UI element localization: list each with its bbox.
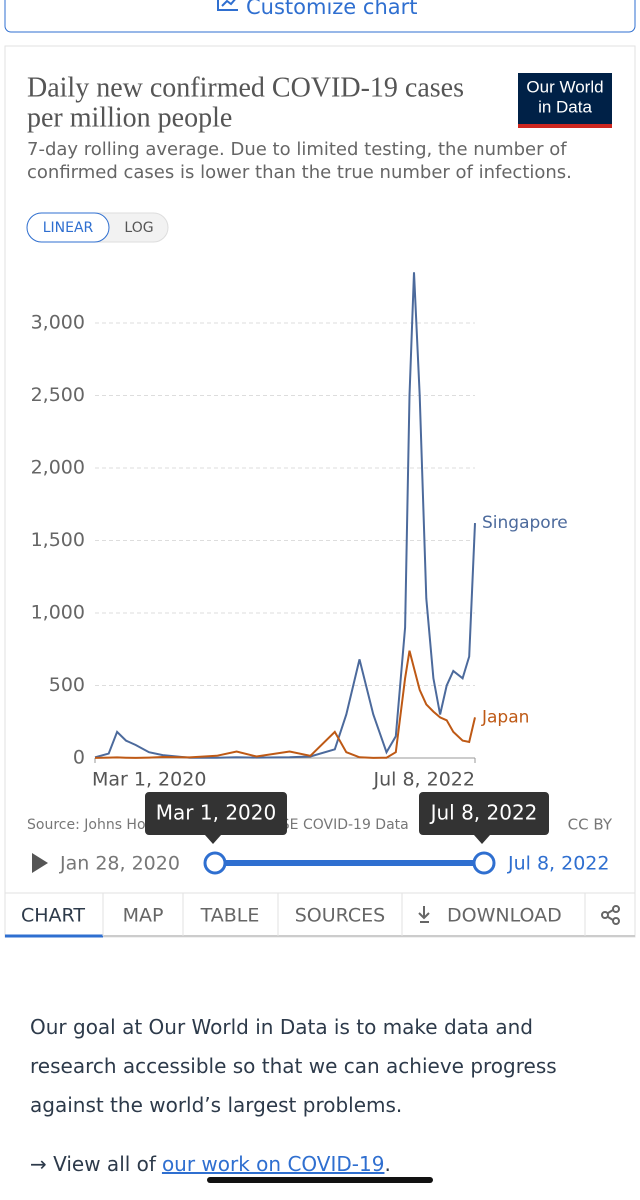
share-icon[interactable]: [601, 905, 620, 925]
tab-separators: [102, 893, 586, 936]
covid-link[interactable]: our work on COVID-19: [161, 1152, 385, 1176]
tab[interactable]: MAP: [123, 905, 164, 927]
logo-text: Our World: [526, 77, 603, 96]
y-tick-label: 3,000: [31, 312, 85, 334]
series-line: [94, 272, 476, 759]
series-label: Japan: [481, 707, 529, 727]
chart-title: Daily new confirmed COVID-19 cases: [27, 72, 464, 103]
chart-subtitle: confirmed cases is lower than the true n…: [27, 162, 572, 183]
y-tick-label: 2,500: [31, 384, 85, 406]
timeline-end: Jul 8, 2022: [507, 853, 610, 875]
series-line: [94, 650, 476, 759]
tab[interactable]: SOURCES: [295, 905, 386, 927]
tooltip: [419, 792, 549, 844]
mission-text: Our goal at Our World in Data is to make…: [30, 1015, 557, 1117]
tab[interactable]: TABLE: [200, 905, 260, 927]
timeline-handle[interactable]: [203, 851, 227, 875]
chart-icon: [217, 0, 238, 11]
logo[interactable]: [518, 73, 612, 128]
download-icon: [418, 906, 430, 923]
tab[interactable]: CHART: [21, 905, 85, 927]
linear-label: LINEAR: [43, 220, 94, 236]
link-line: → View all of our work on COVID-19.: [30, 1152, 391, 1176]
chart-card: [4, 45, 636, 938]
play-button[interactable]: [32, 853, 48, 873]
y-tick-label: 500: [49, 674, 85, 696]
linear-button[interactable]: [26, 212, 110, 243]
series-label: Singapore: [482, 513, 568, 533]
tooltip-text: Jul 8, 2022: [429, 801, 538, 825]
logo-text: in Data: [538, 97, 592, 116]
logo-stripe: [518, 124, 612, 128]
tooltip-text: Mar 1, 2020: [156, 801, 276, 825]
y-tick-label: 1,500: [31, 529, 85, 551]
customize-button[interactable]: [4, 0, 636, 33]
tooltip: [145, 792, 287, 844]
timeline-handle[interactable]: [472, 851, 496, 875]
home-indicator: [207, 1177, 433, 1183]
button-label: Customize chart: [246, 0, 418, 19]
timeline-start: Jan 28, 2020: [59, 853, 180, 875]
link-suffix: .: [384, 1152, 391, 1176]
link-prefix: → View all of: [30, 1152, 156, 1176]
license: CC BY: [568, 816, 613, 834]
chart-title: per million people: [27, 102, 232, 133]
chart-subtitle: 7-day rolling average. Due to limited te…: [27, 139, 567, 160]
y-tick-label: 1,000: [31, 602, 85, 624]
log-label[interactable]: LOG: [124, 220, 153, 236]
y-tick-label: 0: [73, 747, 85, 769]
y-tick-label: 2,000: [31, 457, 85, 479]
x-tick-label: Jul 8, 2022: [373, 769, 476, 791]
x-tick-label: Mar 1, 2020: [92, 769, 206, 791]
tab[interactable]: DOWNLOAD: [447, 905, 562, 927]
